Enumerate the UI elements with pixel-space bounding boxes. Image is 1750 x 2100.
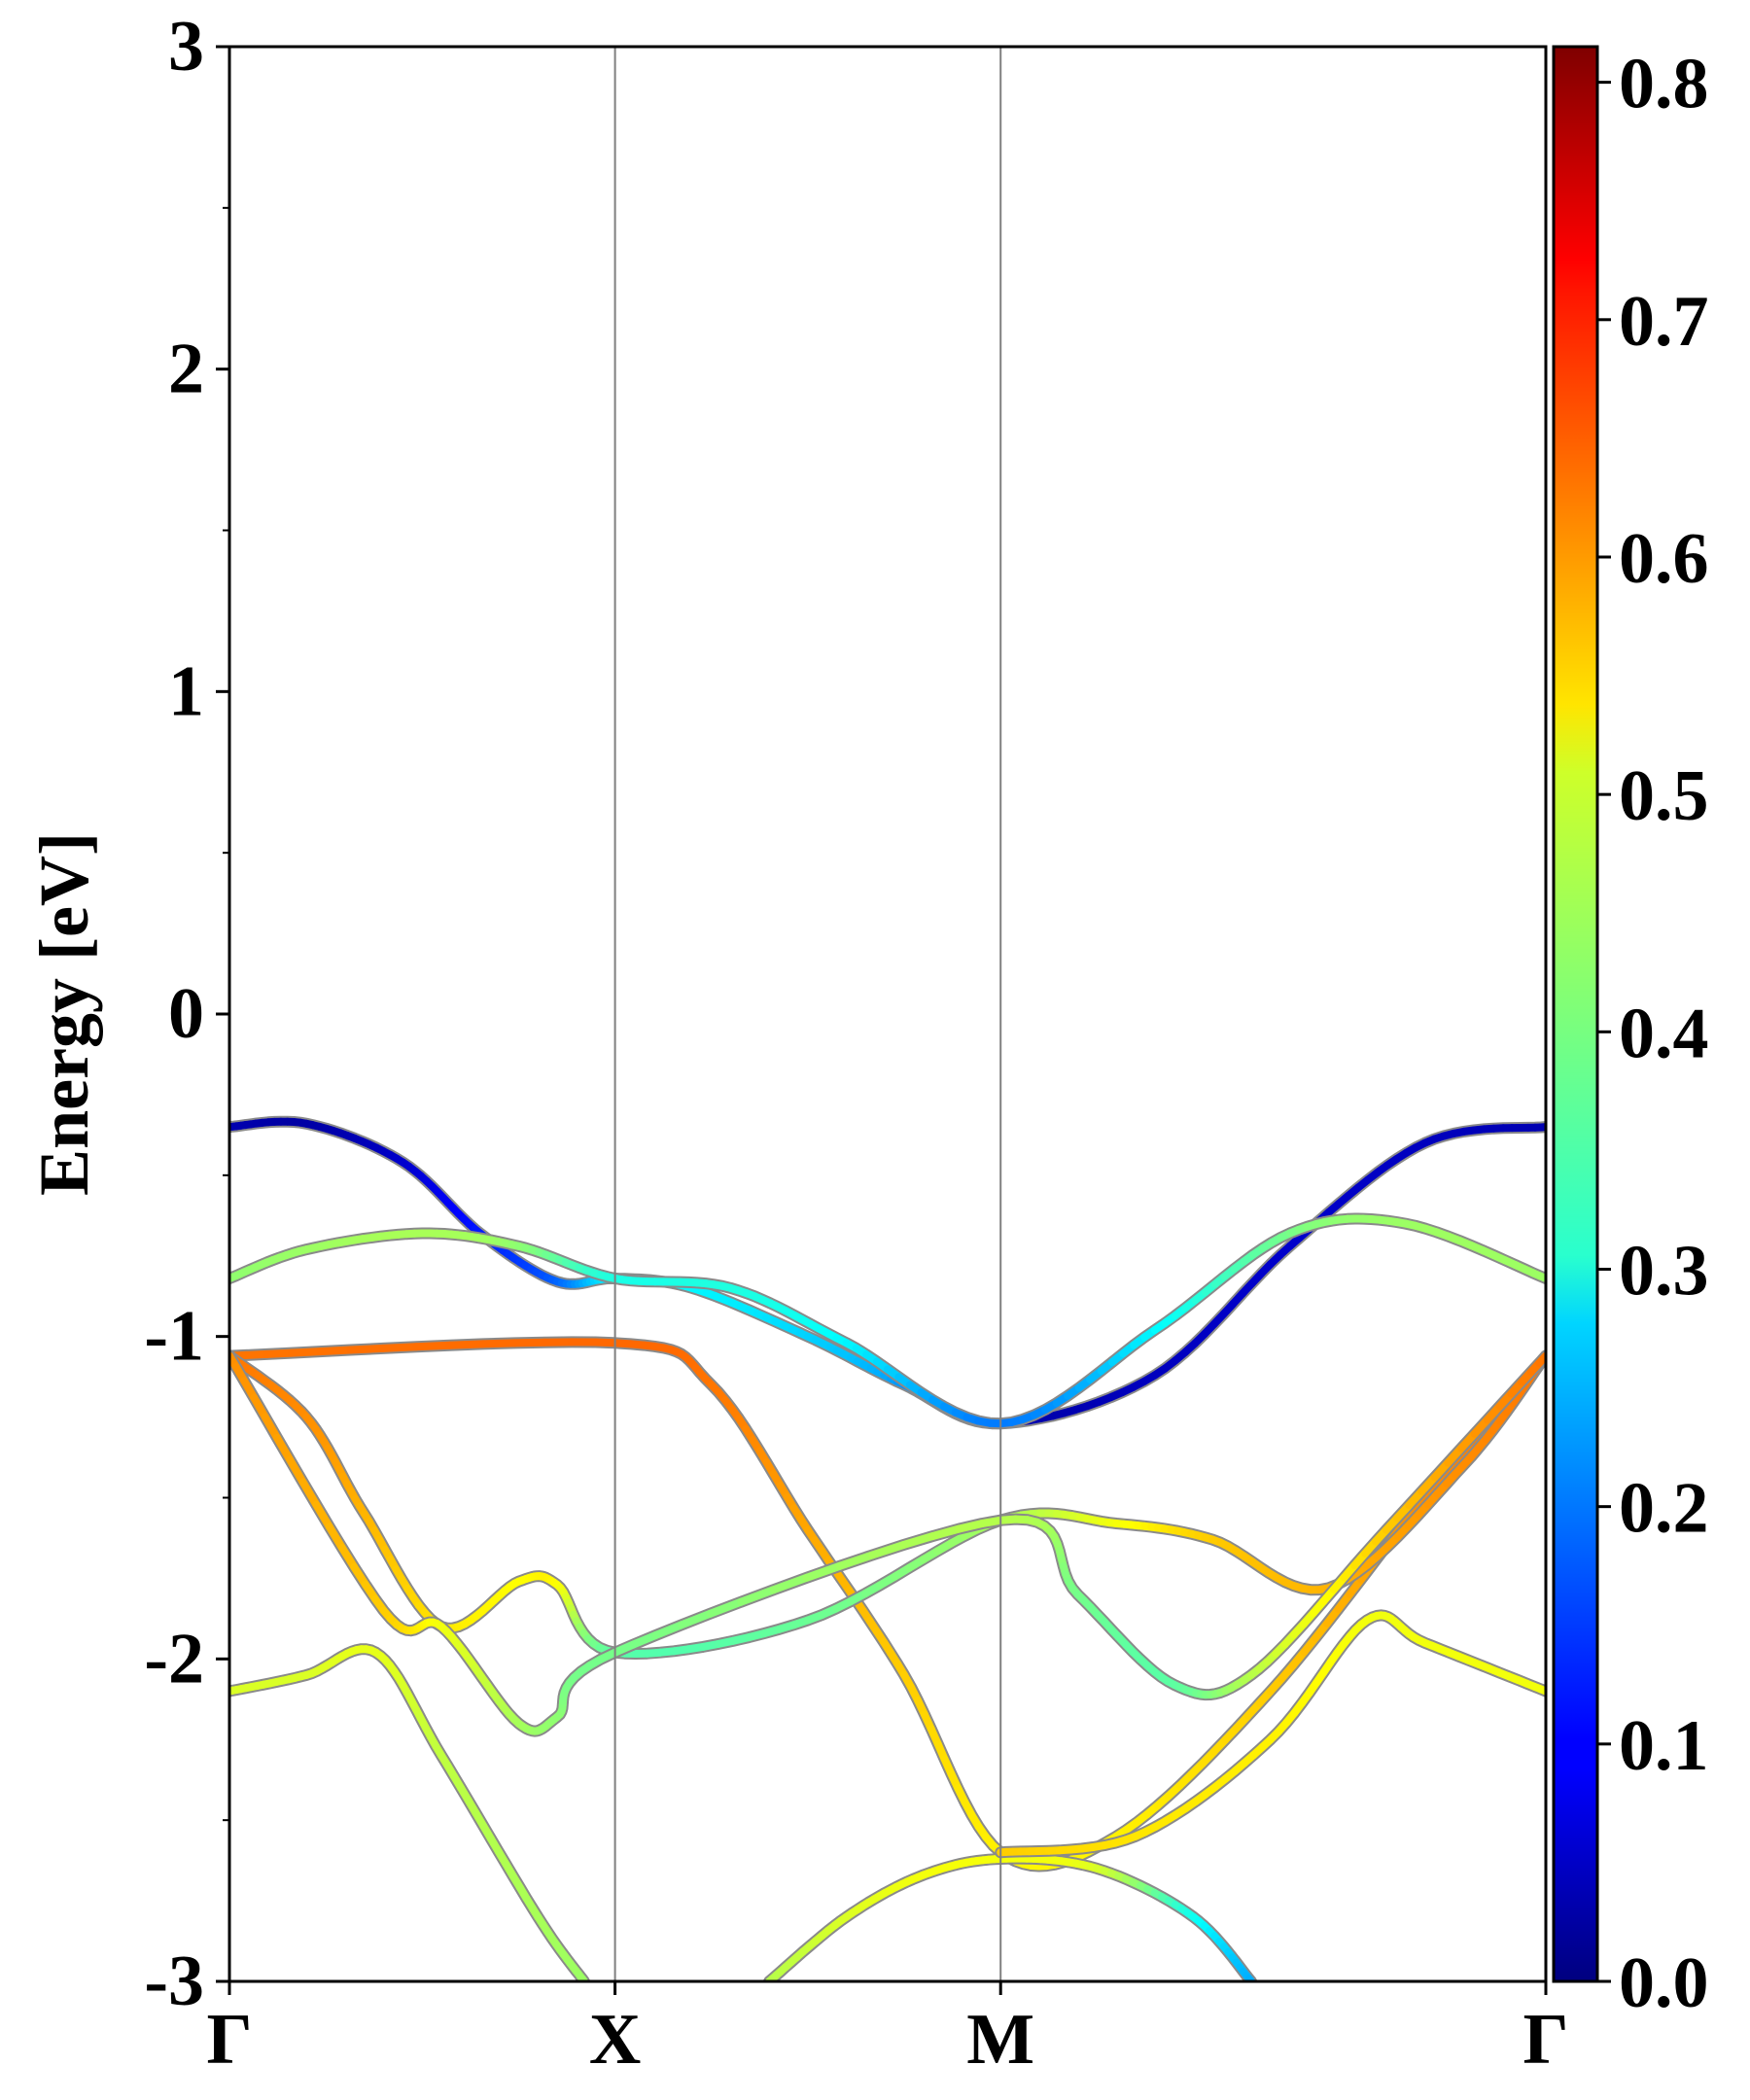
colorbar-tick-label: 0.3	[1619, 1231, 1709, 1311]
colorbar-tick-label: 0.7	[1619, 282, 1709, 362]
colorbar-ticks: 0.0 0.1 0.2 0.3 0.4 0.5 0.6 0.7 0.8	[1597, 45, 1709, 2023]
band-segment	[298, 1478, 321, 1509]
band-segment	[510, 1338, 549, 1348]
y-axis-ticks: -3 -2 -1 0 1 2 3	[144, 7, 229, 2021]
band-segment	[629, 1631, 660, 1649]
band-segment	[286, 1455, 307, 1487]
band-segment	[651, 1621, 685, 1640]
y-tick-label: 2	[168, 330, 204, 409]
colorbar-tick-label: 0.5	[1619, 756, 1709, 836]
band-6	[229, 1643, 590, 1981]
band-segment	[802, 1561, 844, 1582]
x-tick-label: M	[966, 2000, 1034, 2080]
colorbar-tick-label: 0.0	[1619, 1943, 1709, 2023]
y-tick-label: 3	[168, 7, 204, 87]
band-segment	[445, 1340, 487, 1349]
band-segment	[737, 1586, 778, 1606]
colorbar-tick-label: 0.8	[1619, 45, 1709, 124]
band-segment	[928, 1524, 963, 1541]
band-segment	[955, 1520, 986, 1533]
band-segment	[288, 1348, 325, 1357]
band-3	[229, 1336, 1546, 1872]
colorbar-tick-label: 0.2	[1619, 1469, 1709, 1549]
band-segment	[346, 1344, 387, 1354]
colorbar-tick-label: 0.1	[1619, 1706, 1709, 1786]
colorbar	[1552, 45, 1599, 1983]
band-segment	[261, 1413, 281, 1442]
band-outline	[229, 1349, 1546, 1737]
band-8	[995, 1609, 1546, 1859]
y-tick-label: -1	[144, 1297, 204, 1377]
k-point-divider-lines	[613, 47, 1002, 1981]
band-7	[763, 1852, 1257, 1981]
band-2	[229, 1212, 1546, 1430]
y-tick-label: 0	[168, 974, 204, 1054]
band-outline	[229, 1212, 1546, 1430]
band-4	[229, 1349, 1546, 1660]
band-segment	[325, 1522, 346, 1552]
band-1	[229, 1115, 1546, 1430]
band-segment	[899, 1532, 937, 1550]
band-segment	[273, 1433, 295, 1464]
band-segment	[316, 1346, 355, 1356]
band-outline	[229, 1349, 1546, 1660]
x-tick-label: X	[589, 2000, 641, 2080]
band-segment	[412, 1341, 454, 1351]
band-segment	[678, 1609, 715, 1629]
colorbar-tick-label: 0.6	[1619, 519, 1709, 599]
y-axis-label: Energy [eV]	[25, 832, 103, 1196]
plot-frame	[228, 45, 1548, 1983]
band-segment	[378, 1343, 421, 1352]
band-segment	[835, 1551, 877, 1570]
band-segment	[478, 1339, 519, 1348]
band-5	[229, 1349, 1546, 1737]
y-tick-label: 1	[168, 651, 204, 731]
band-lines	[229, 1115, 1546, 1981]
x-tick-label: Γ	[206, 2000, 252, 2080]
band-segment	[312, 1500, 333, 1531]
band-segment	[706, 1597, 746, 1618]
band-outline	[229, 1336, 1546, 1872]
y-tick-label: -3	[144, 1942, 204, 2021]
band-segment	[262, 1348, 297, 1358]
band-segment	[868, 1541, 908, 1559]
colorbar-tick-label: 0.4	[1619, 994, 1709, 1073]
y-tick-label: -2	[144, 1619, 204, 1698]
x-tick-label: Γ	[1522, 2000, 1568, 2080]
band-segment	[769, 1573, 811, 1594]
